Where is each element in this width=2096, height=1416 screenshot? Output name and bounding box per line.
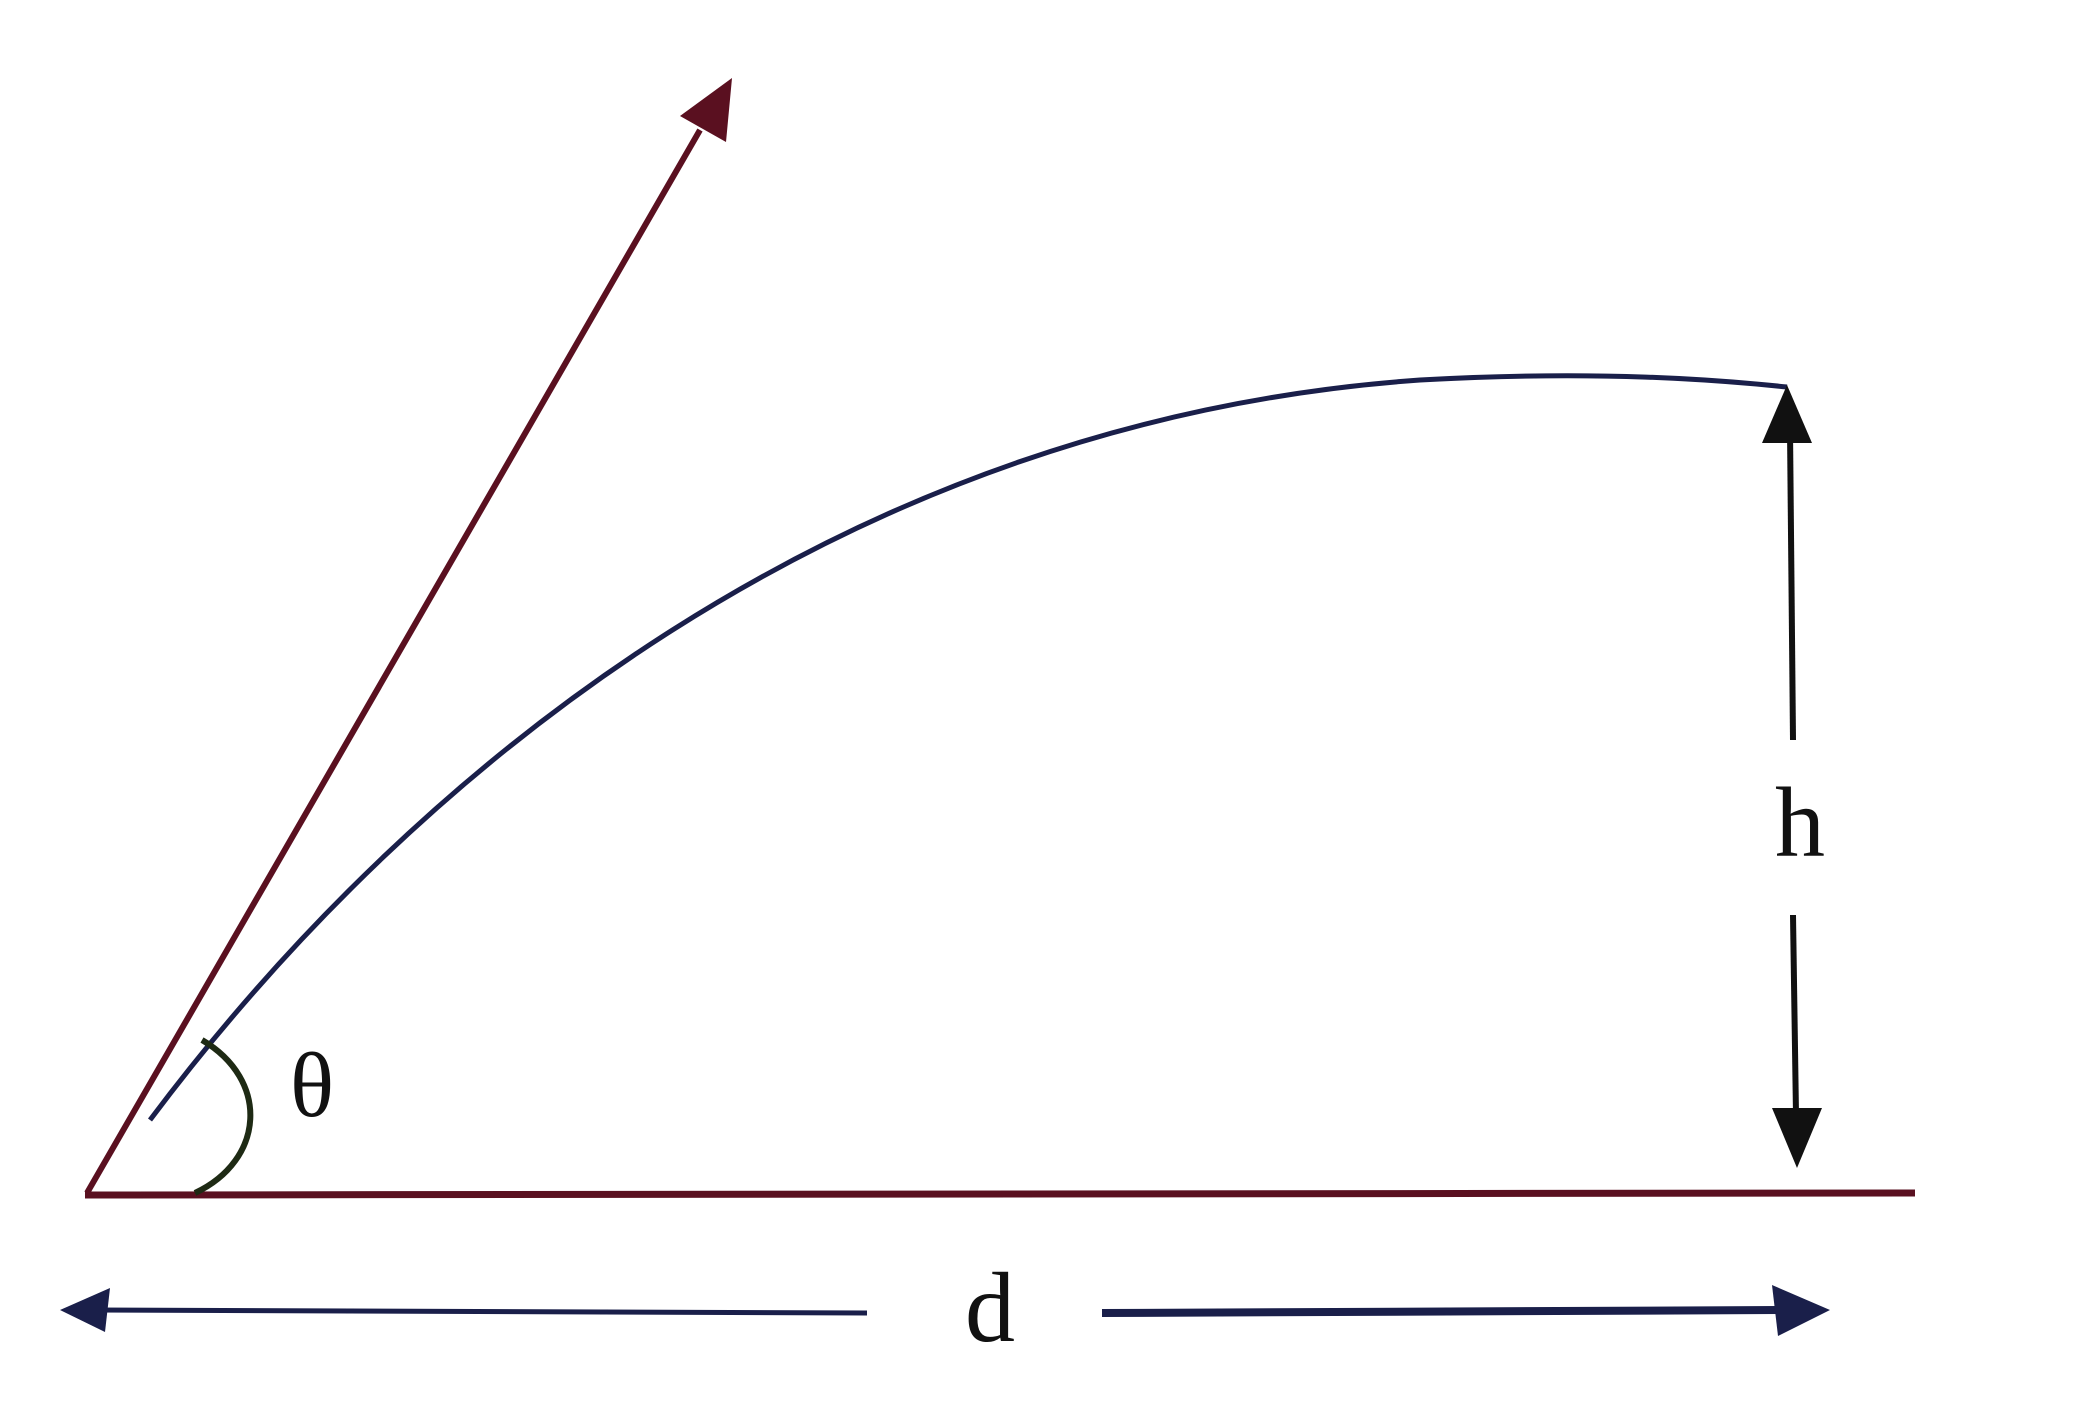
ground-line bbox=[84, 1189, 1916, 1199]
angle-label: θ bbox=[290, 1034, 334, 1136]
angle-arc bbox=[193, 1037, 254, 1196]
distance-label: d bbox=[965, 1252, 1015, 1363]
distance-arrow-right bbox=[1101, 1306, 1791, 1317]
trajectory bbox=[148, 373, 1788, 1122]
launch-direction bbox=[84, 128, 703, 1195]
height-label: h bbox=[1775, 767, 1825, 878]
height-arrow-upper bbox=[1787, 429, 1796, 741]
distance-arrowhead-left bbox=[60, 1288, 110, 1332]
distance-arrowhead-right bbox=[1772, 1285, 1830, 1336]
launch-arrowhead bbox=[680, 78, 732, 142]
height-arrowhead-bottom bbox=[1772, 1108, 1822, 1168]
distance-arrow-left bbox=[94, 1307, 868, 1316]
height-arrow-lower bbox=[1790, 914, 1799, 1116]
height-arrowhead-top bbox=[1762, 385, 1812, 443]
